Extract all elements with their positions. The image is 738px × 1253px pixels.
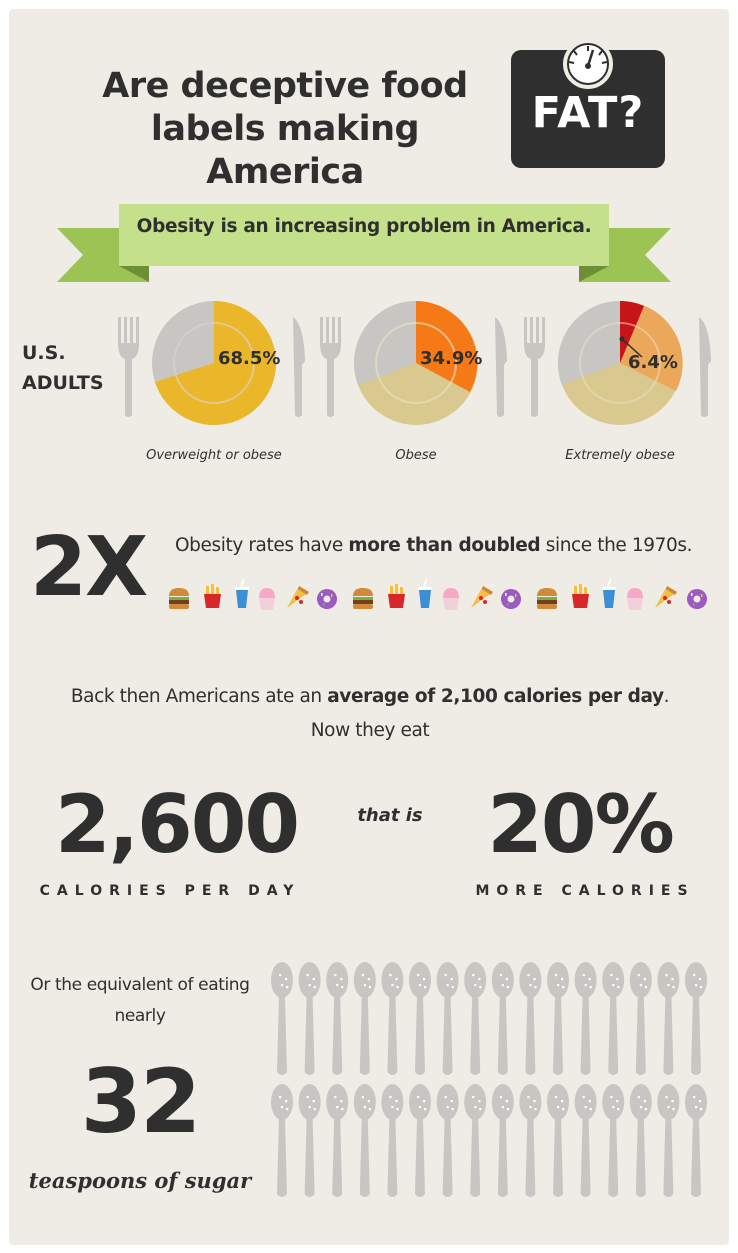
plate-3-caption: Extremely obese — [565, 448, 675, 463]
spoon-icon — [271, 962, 293, 1075]
obesity-plates — [118, 300, 711, 425]
plate-1-value: 68.5% — [218, 348, 281, 369]
spoon-icon — [574, 962, 597, 1075]
spoon-icon — [602, 962, 625, 1075]
calories-line-1-bold: average of 2,100 calories per day — [327, 686, 664, 707]
spoon-icon — [353, 1084, 376, 1197]
knife-icon — [699, 317, 711, 417]
pizza-icon — [287, 586, 309, 608]
spoon-icon — [381, 1084, 404, 1197]
spoon-icon — [298, 962, 321, 1075]
spoon-icon — [326, 962, 349, 1075]
spoon-icon — [602, 1084, 625, 1197]
plate-overweight — [118, 301, 305, 425]
calories-text: Back then Americans ate an average of 2,… — [40, 680, 700, 748]
donut-icon — [501, 589, 521, 609]
plate-2-caption: Obese — [395, 448, 437, 463]
spoon-icon — [436, 962, 459, 1075]
spoon-icon — [657, 1084, 680, 1197]
more-calories-percent: 20% — [487, 778, 674, 871]
burger-icon — [353, 588, 373, 609]
fork-icon — [320, 317, 341, 417]
sugar-intro-line-1: Or the equivalent of eating — [30, 975, 250, 995]
us-adults-label: U.S. ADULTS — [22, 338, 122, 398]
spoon-icon — [629, 962, 652, 1075]
fat-badge-text: FAT? — [531, 88, 645, 138]
spoon-icon — [464, 1084, 487, 1197]
soda-icon — [602, 578, 616, 608]
donut-icon — [317, 589, 337, 609]
spoon-icon — [491, 962, 514, 1075]
banner-ribbon — [57, 204, 671, 282]
burger-icon — [537, 588, 557, 609]
spoon-icon — [519, 962, 542, 1075]
food-icon-row — [169, 578, 707, 610]
fries-icon — [204, 584, 221, 608]
fries-icon — [572, 584, 589, 608]
calories-line-1-post: . — [663, 686, 670, 707]
cupcake-icon — [259, 588, 275, 610]
teaspoons-label: teaspoons of sugar — [28, 1168, 252, 1193]
calories-per-day-label: CALORIES PER DAY — [39, 883, 301, 899]
soda-icon — [235, 578, 249, 608]
knife-icon — [495, 317, 507, 417]
spoon-icon — [685, 962, 707, 1075]
pizza-icon — [471, 586, 493, 608]
calories-now-number: 2,600 — [55, 778, 300, 871]
title-line-1: Are deceptive food — [102, 66, 468, 106]
spoon-icon — [409, 962, 431, 1075]
banner-text: Obesity is an increasing problem in Amer… — [136, 216, 592, 237]
doubled-text-bold: more than doubled — [348, 535, 541, 556]
calories-line-1-pre: Back then Americans ate an — [70, 686, 328, 707]
fork-icon — [524, 317, 545, 417]
plate-2-value: 34.9% — [420, 348, 483, 369]
spoons-grid — [271, 962, 707, 1197]
us-label: U.S. — [22, 342, 66, 364]
doubled-text: Obesity rates have more than doubled sin… — [175, 535, 720, 556]
cupcake-icon — [627, 588, 643, 610]
spoon-icon — [629, 1084, 652, 1197]
spoon-icon — [464, 962, 487, 1075]
teaspoons-number: 32 — [80, 1050, 201, 1153]
page-title: Are deceptive food labels making America — [70, 65, 500, 194]
sugar-intro-line-2: nearly — [114, 1006, 166, 1026]
sugar-intro-text: Or the equivalent of eating nearly — [20, 970, 260, 1032]
more-calories-label: MORE CALORIES — [475, 883, 695, 899]
plate-1-caption: Overweight or obese — [146, 448, 282, 463]
spoon-icon — [409, 1084, 431, 1197]
pizza-icon — [655, 586, 677, 608]
donut-icon — [687, 589, 707, 609]
soda-icon — [418, 578, 432, 608]
spoon-icon — [271, 1084, 293, 1197]
spoon-icon — [491, 1084, 514, 1197]
plate-obese — [320, 301, 507, 425]
spoon-icon — [547, 962, 569, 1075]
spoon-icon — [547, 1084, 569, 1197]
spoon-icon — [519, 1084, 542, 1197]
two-x-number: 2X — [30, 520, 148, 615]
adults-label: ADULTS — [22, 372, 104, 394]
burger-icon — [169, 588, 189, 609]
plate-extremely-obese — [524, 300, 711, 425]
knife-icon — [293, 317, 305, 417]
spoon-icon — [685, 1084, 707, 1197]
spoon-icon — [657, 962, 680, 1075]
calories-line-1: Back then Americans ate an average of 2,… — [40, 680, 700, 714]
fork-icon — [118, 317, 139, 417]
spoon-icon — [381, 962, 404, 1075]
spoon-icon — [353, 962, 376, 1075]
scale-icon — [511, 39, 665, 168]
spoon-icon — [326, 1084, 349, 1197]
fries-icon — [388, 584, 405, 608]
spoon-icon — [298, 1084, 321, 1197]
calories-line-2: Now they eat — [310, 720, 430, 741]
title-line-2: labels making America — [150, 109, 420, 192]
doubled-text-pre: Obesity rates have — [175, 535, 349, 556]
that-is-text: that is — [357, 805, 423, 826]
spoon-icon — [574, 1084, 597, 1197]
spoon-icon — [436, 1084, 459, 1197]
doubled-text-post: since the 1970s. — [540, 535, 693, 556]
plate-3-value: 6.4% — [628, 352, 678, 373]
cupcake-icon — [443, 588, 459, 610]
